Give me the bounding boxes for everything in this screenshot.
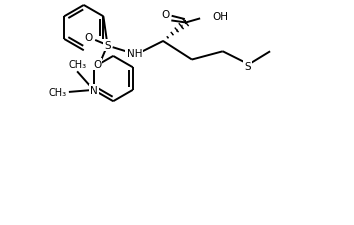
Text: O: O <box>85 33 93 43</box>
Text: S: S <box>104 41 111 51</box>
Text: O: O <box>93 59 101 69</box>
Text: CH₃: CH₃ <box>68 60 86 70</box>
Text: O: O <box>161 10 169 20</box>
Text: NH: NH <box>126 49 142 59</box>
Text: N: N <box>90 86 97 95</box>
Text: CH₃: CH₃ <box>49 88 67 97</box>
Text: OH: OH <box>212 12 228 22</box>
Text: S: S <box>244 61 251 71</box>
